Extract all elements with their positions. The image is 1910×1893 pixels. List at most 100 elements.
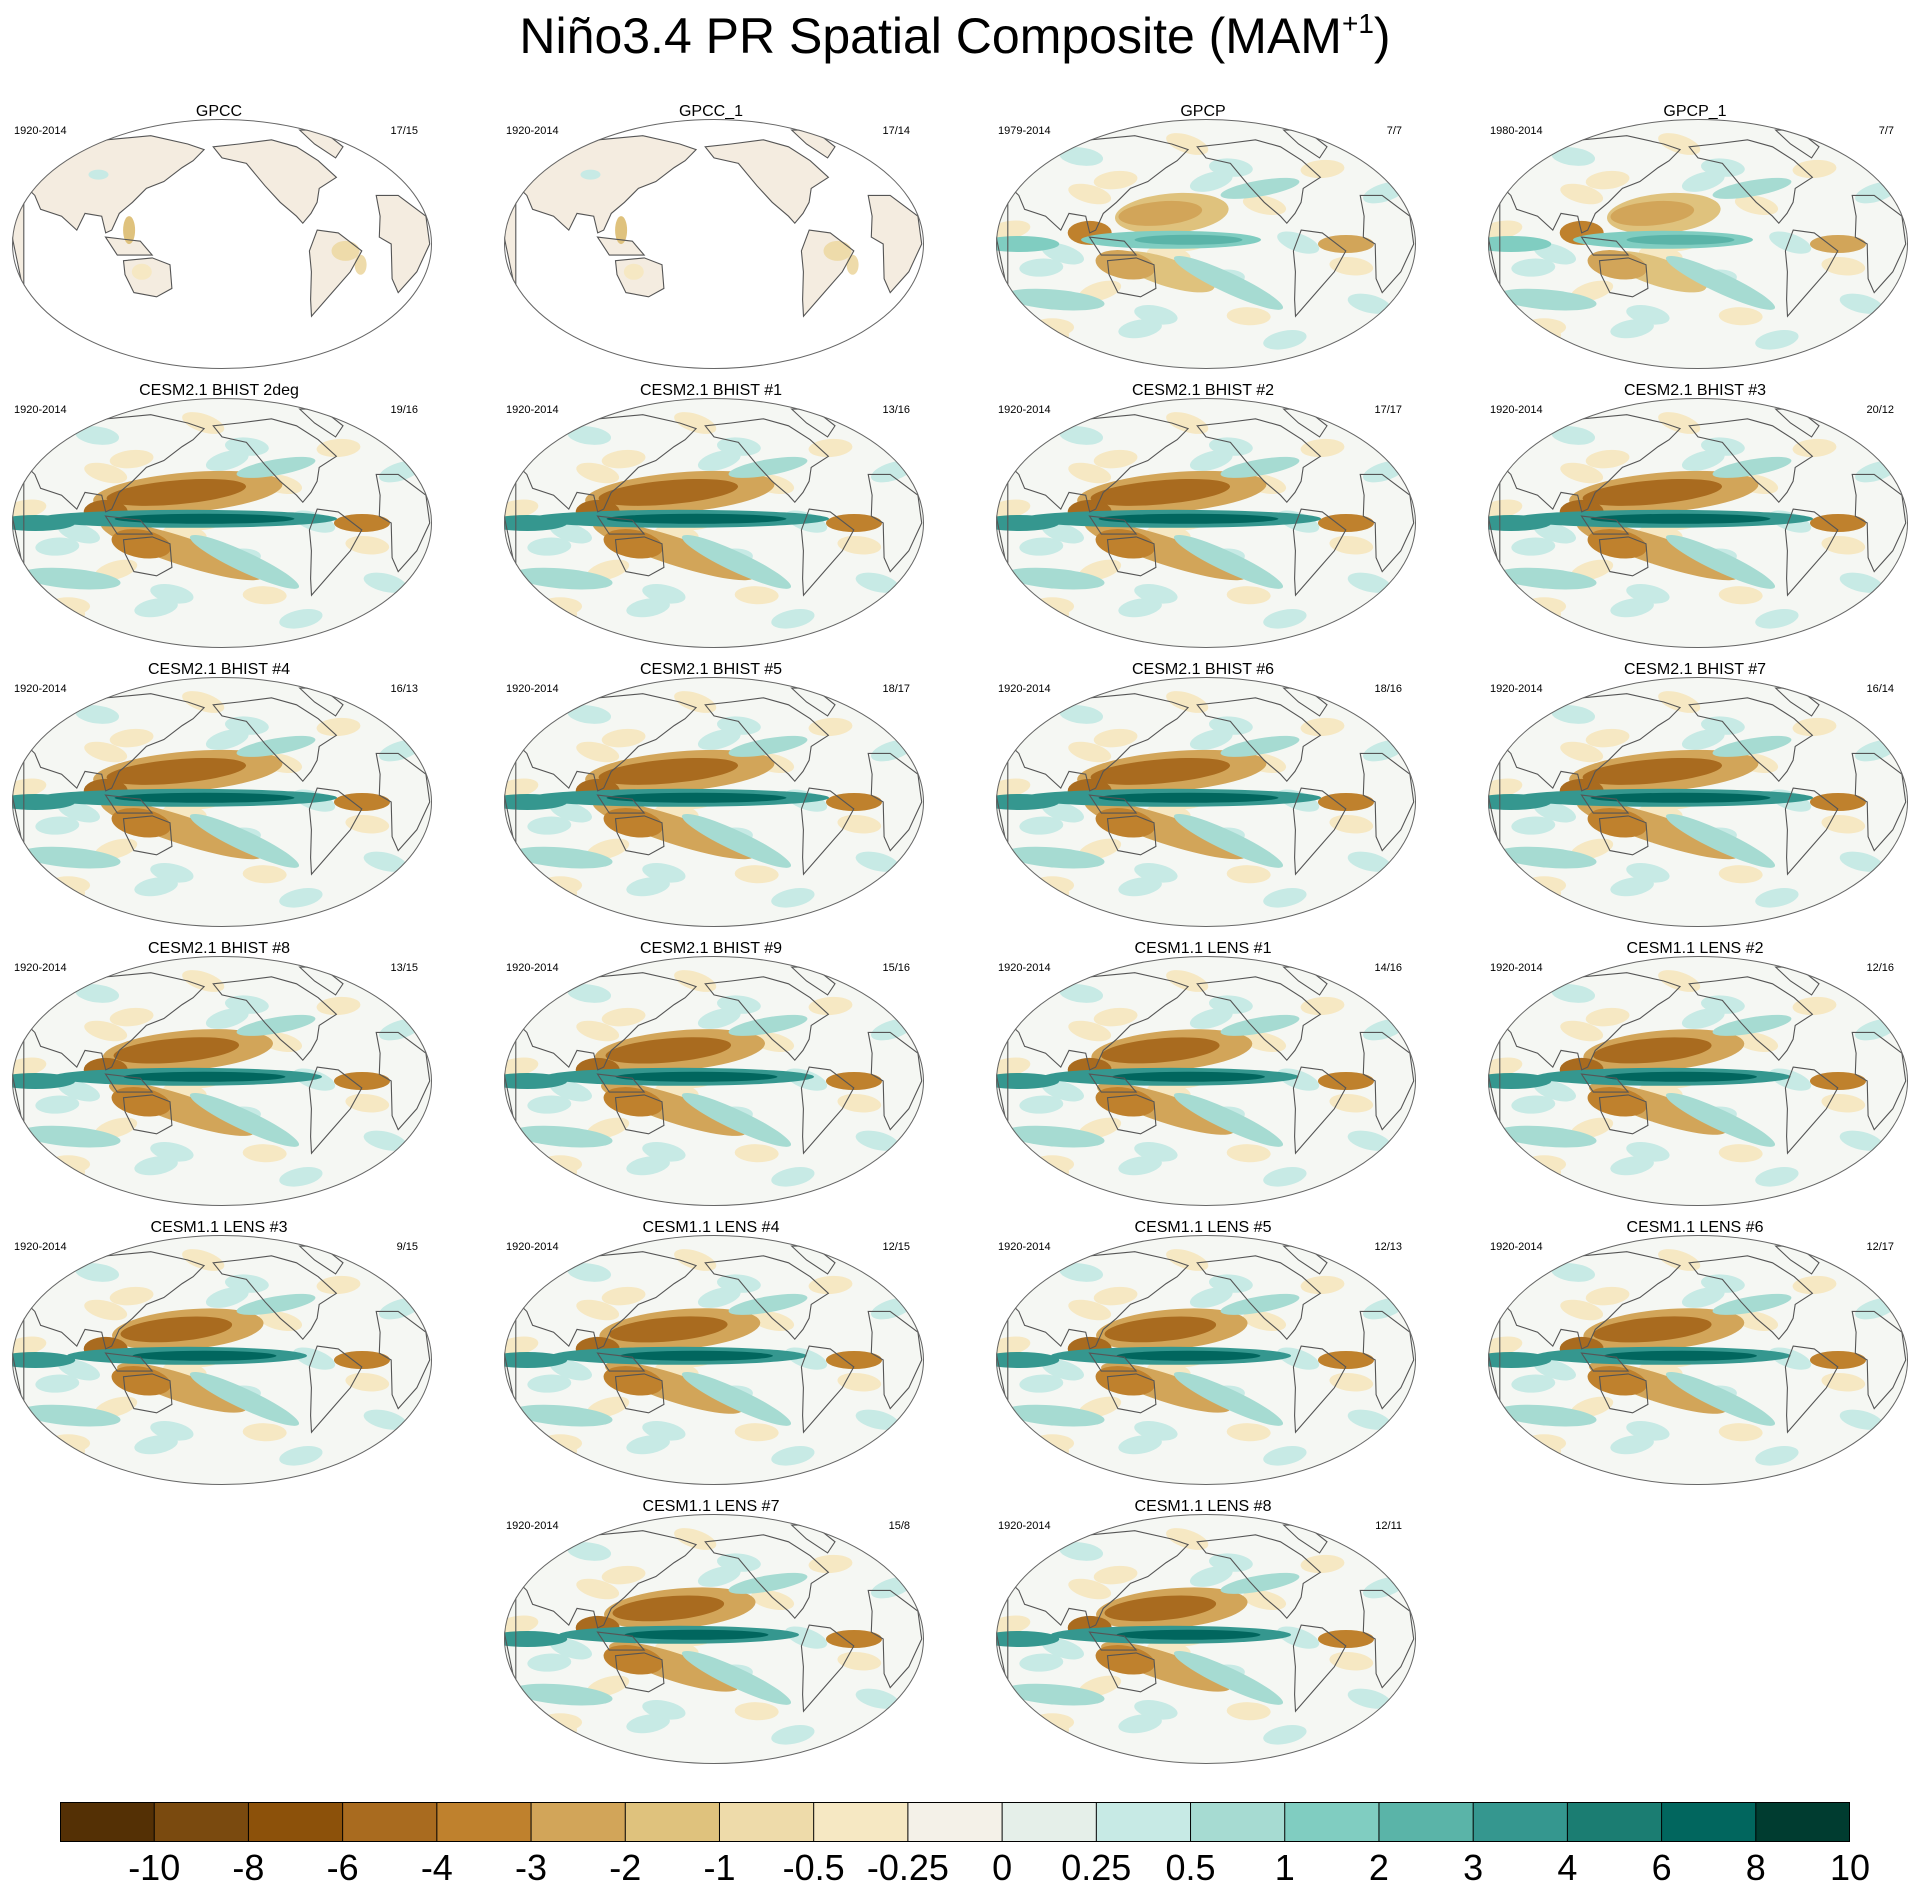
weak-anomaly: [1059, 1263, 1104, 1282]
wet-anomaly-equatorial-core: [123, 1071, 286, 1082]
dry-anomaly-north-core: [1593, 1316, 1712, 1343]
dry-anomaly-maritime: [111, 808, 171, 838]
coastline: [308, 787, 363, 876]
weak-anomaly: [1019, 1653, 1064, 1672]
weak-anomaly: [1093, 1007, 1138, 1027]
map-outline: [1488, 1235, 1908, 1485]
weak-anomaly: [1626, 305, 1670, 325]
coastline: [1851, 194, 1907, 294]
weak-anomaly: [716, 716, 761, 735]
wet-anomaly-indian: [996, 515, 1060, 531]
wet-anomaly-north-pacific: [1712, 1293, 1792, 1315]
wet-anomaly-north-pacific: [728, 735, 808, 757]
wet-anomaly-equatorial-core: [1116, 1629, 1261, 1640]
coastline: [1088, 1631, 1138, 1651]
coastline: [518, 693, 698, 792]
dry-anomaly-atlantic: [1810, 235, 1866, 253]
weak-anomaly: [855, 1688, 899, 1709]
wet-anomaly-equatorial-core: [132, 1350, 277, 1361]
colorbar-tick-label: -4: [420, 1847, 453, 1888]
weak-anomaly: [601, 728, 646, 748]
colorbar-segment: [1473, 1802, 1568, 1842]
map-outline: [1488, 119, 1908, 369]
weak-anomaly: [1242, 1311, 1287, 1332]
weak-anomaly: [316, 1275, 361, 1295]
weak-anomaly: [1030, 1155, 1075, 1174]
weak-anomaly: [1585, 728, 1630, 748]
weak-anomaly: [1068, 1578, 1112, 1600]
panel-count: 12/16: [1866, 962, 1894, 974]
panel-title: CESM1.1 LENS #5: [1134, 1219, 1272, 1236]
weak-anomaly: [1226, 1144, 1271, 1163]
weak-anomaly: [1093, 170, 1138, 190]
weak-anomaly: [1755, 1446, 1799, 1466]
global-map: [504, 1235, 924, 1485]
weak-anomaly: [1626, 1421, 1670, 1441]
weak-anomaly: [1347, 293, 1391, 314]
dry-anomaly-maritime: [1587, 529, 1647, 559]
weak-anomaly: [527, 816, 572, 835]
wet-anomaly-spcz: [1665, 255, 1776, 310]
dry-anomaly-north-core: [1593, 1037, 1712, 1064]
wet-anomaly-spcz: [1173, 1371, 1284, 1426]
coastline: [1580, 1073, 1630, 1093]
coastline: [1292, 1066, 1347, 1155]
global-map: [12, 398, 432, 648]
coastline: [1292, 1345, 1347, 1434]
dry-anomaly-atlantic: [1318, 1630, 1374, 1648]
dry-anomaly-maritime: [1095, 250, 1155, 280]
wet-anomaly-north-pacific: [1220, 177, 1300, 199]
coastline: [104, 1073, 154, 1093]
weak-anomaly: [150, 863, 194, 883]
global-map: [996, 1514, 1416, 1764]
dry-anomaly-maritime: [1095, 1645, 1155, 1675]
weak-anomaly: [1030, 876, 1075, 895]
coastline: [704, 976, 830, 1062]
dry-anomaly-atlantic: [1810, 793, 1866, 811]
weak-anomaly: [626, 1714, 670, 1734]
weak-anomaly: [626, 598, 670, 618]
coastline: [1106, 1373, 1157, 1414]
weak-anomaly: [1839, 1130, 1883, 1151]
weak-anomaly: [1019, 1095, 1064, 1114]
coastline: [1598, 536, 1649, 577]
weak-anomaly: [1610, 1435, 1654, 1455]
wet-anomaly-southern: [1004, 846, 1105, 869]
wet-anomaly-equatorial-core: [1590, 792, 1771, 803]
coastline: [1851, 752, 1907, 852]
colorbar-segment: [625, 1802, 720, 1842]
weak-anomaly: [1792, 438, 1837, 458]
colorbar: [60, 1802, 1850, 1842]
weak-anomaly: [316, 438, 361, 458]
wet-anomaly-southern: [512, 1683, 613, 1706]
panel-count: 18/17: [882, 683, 910, 695]
weak-anomaly: [1242, 195, 1287, 216]
panel-years: 1920-2014: [506, 1241, 559, 1253]
wet-anomaly-indian: [504, 794, 568, 810]
weak-anomaly: [1166, 133, 1209, 155]
weak-anomaly: [716, 995, 761, 1014]
colorbar-segment: [531, 1802, 626, 1842]
coastline: [867, 1310, 923, 1410]
panel-title: CESM2.1 BHIST #8: [148, 940, 290, 957]
wet-anomaly-north-pacific: [236, 1293, 316, 1315]
weak-anomaly: [35, 1095, 80, 1114]
global-map: [1488, 956, 1908, 1206]
dry-anomaly-north-core: [1118, 200, 1203, 226]
coastline: [1010, 693, 1190, 792]
weak-anomaly: [1068, 462, 1112, 484]
weak-anomaly: [1059, 1542, 1104, 1561]
coastline: [1359, 473, 1415, 573]
coastline: [867, 194, 923, 294]
wet-anomaly-north-pacific: [1220, 1014, 1300, 1036]
colorbar-segment: [1284, 1802, 1380, 1842]
global-map: [996, 1235, 1416, 1485]
weak-anomaly: [1626, 584, 1670, 604]
dry-anomaly-north-core: [113, 1037, 240, 1064]
wet-anomaly-southern: [20, 1404, 121, 1427]
weak-anomaly: [1585, 1286, 1630, 1306]
panel-title: CESM2.1 BHIST #5: [640, 661, 782, 678]
panel-count: 20/12: [1866, 404, 1894, 416]
colorbar-tick-label: 0.5: [1165, 1847, 1216, 1888]
weak-anomaly: [1166, 1528, 1209, 1550]
